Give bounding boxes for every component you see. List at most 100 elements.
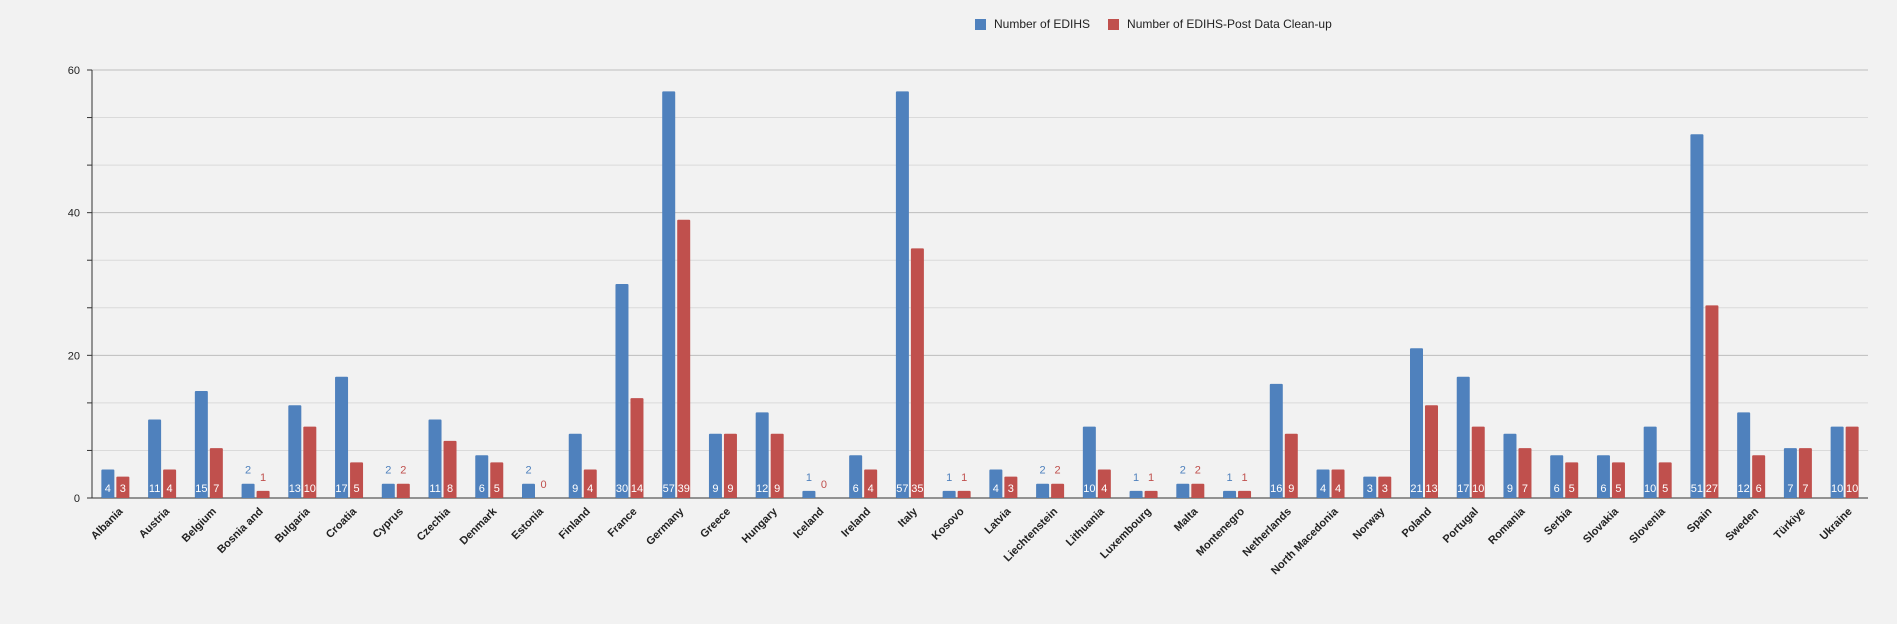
data-label-edihs-clean: 5 <box>1615 483 1621 495</box>
x-tick-label: Albania <box>89 505 126 542</box>
data-label-edihs-clean: 5 <box>1569 483 1575 495</box>
x-tick-label: Malta <box>1172 505 1201 534</box>
x-tick-label: Croatia <box>324 505 360 541</box>
data-label-edihs: 57 <box>663 483 675 495</box>
bar-edihs <box>1316 469 1330 498</box>
bar-edihs-clean <box>1425 405 1438 498</box>
data-label-edihs: 9 <box>572 483 578 495</box>
legend-item-edihs[interactable]: Number of EDIHS <box>975 17 1090 31</box>
bar-edihs-clean <box>1378 476 1392 498</box>
data-label-edihs: 1 <box>806 472 812 484</box>
bar-edihs <box>708 433 722 498</box>
x-tick-label: Greece <box>698 506 733 541</box>
x-tick-label: Romania <box>1486 505 1528 547</box>
x-tick-label: Bosnia and <box>215 506 265 556</box>
data-label-edihs: 4 <box>105 483 111 495</box>
data-label-edihs-clean: 8 <box>447 483 453 495</box>
x-tick-label: France <box>606 506 640 540</box>
data-label-edihs: 57 <box>896 483 908 495</box>
bar-edihs <box>381 483 395 498</box>
data-label-edihs-clean: 5 <box>353 483 359 495</box>
bar-edihs <box>802 490 816 498</box>
x-tick-label: Estonia <box>510 505 547 542</box>
bar-edihs-clean <box>303 426 317 498</box>
legend-label-edihs-clean: Number of EDIHS-Post Data Clean-up <box>1127 17 1332 31</box>
bar-edihs-clean <box>957 490 971 498</box>
bar-edihs-clean <box>1798 448 1812 498</box>
bar-edihs-clean <box>910 248 924 498</box>
data-label-edihs: 16 <box>1270 483 1282 495</box>
data-label-edihs: 17 <box>1457 483 1469 495</box>
y-tick-label: 20 <box>68 350 80 362</box>
bar-edihs-clean <box>116 476 130 498</box>
data-label-edihs: 9 <box>712 483 718 495</box>
y-tick-label: 60 <box>68 65 80 77</box>
data-label-edihs: 4 <box>993 483 999 495</box>
bar-edihs <box>1036 483 1050 498</box>
bar-edihs <box>895 91 909 499</box>
data-label-edihs-clean: 4 <box>1101 483 1107 495</box>
data-label-edihs: 51 <box>1691 483 1703 495</box>
data-label-edihs: 6 <box>1600 483 1606 495</box>
bar-edihs-clean <box>770 433 784 498</box>
data-label-edihs-clean: 14 <box>631 483 643 495</box>
data-label-edihs: 21 <box>1410 483 1422 495</box>
data-label-edihs-clean: 10 <box>1846 483 1858 495</box>
bar-edihs-clean <box>163 469 177 498</box>
data-label-edihs-clean: 7 <box>1802 483 1808 495</box>
legend-label-edihs: Number of EDIHS <box>994 17 1091 31</box>
bar-edihs-clean <box>1611 462 1625 498</box>
x-tick-label: Ireland <box>839 506 873 540</box>
bar-edihs <box>1783 448 1797 498</box>
bar-edihs <box>1363 476 1377 498</box>
data-label-edihs: 10 <box>1831 483 1843 495</box>
bar-edihs-clean <box>1752 455 1766 498</box>
x-tick-label: Spain <box>1685 505 1715 535</box>
bar-edihs-clean <box>209 448 223 498</box>
x-tick-label: Germany <box>644 505 687 548</box>
bar-edihs <box>428 419 442 498</box>
bar-edihs-clean <box>1238 490 1252 498</box>
bar-edihs <box>1690 134 1704 498</box>
data-label-edihs: 3 <box>1367 483 1373 495</box>
data-label-edihs: 10 <box>1083 483 1095 495</box>
data-label-edihs-clean: 27 <box>1706 483 1718 495</box>
legend-item-edihs-clean[interactable]: Number of EDIHS-Post Data Clean-up <box>1108 17 1332 31</box>
x-tick-label: Türkiye <box>1772 506 1808 542</box>
data-label-edihs-clean: 10 <box>1472 483 1484 495</box>
x-tick-label: Lithuania <box>1064 505 1108 549</box>
bar-edihs <box>1643 426 1657 498</box>
bar-edihs <box>1176 483 1190 498</box>
x-tick-label: Slovenia <box>1627 505 1668 546</box>
legend-swatch-edihs-clean <box>1108 18 1120 30</box>
bar-edihs-clean <box>443 440 457 498</box>
data-label-edihs-clean: 7 <box>213 483 219 495</box>
bar-edihs <box>1082 426 1096 498</box>
data-label-edihs: 2 <box>1180 465 1186 477</box>
y-tick-label: 0 <box>74 493 80 505</box>
x-tick-label: Iceland <box>791 506 826 541</box>
y-tick-label: 40 <box>68 208 80 220</box>
bar-edihs <box>1129 490 1143 498</box>
bar-edihs <box>241 483 255 498</box>
data-label-edihs-clean: 5 <box>494 483 500 495</box>
x-tick-label: Denmark <box>458 505 500 547</box>
x-tick-label: Belgium <box>180 505 219 544</box>
data-label-edihs: 4 <box>1320 483 1326 495</box>
data-label-edihs-clean: 5 <box>1662 483 1668 495</box>
data-label-edihs: 6 <box>853 483 859 495</box>
data-label-edihs: 1 <box>1226 472 1232 484</box>
data-label-edihs-clean: 10 <box>304 483 316 495</box>
data-label-edihs-clean: 7 <box>1522 483 1528 495</box>
bar-edihs-clean <box>1658 462 1672 498</box>
data-label-edihs: 12 <box>756 483 768 495</box>
bar-edihs <box>849 455 863 498</box>
data-label-edihs: 6 <box>1554 483 1560 495</box>
bar-edihs <box>148 419 162 498</box>
data-label-edihs: 12 <box>1738 483 1750 495</box>
bar-edihs <box>522 483 535 498</box>
data-label-edihs: 15 <box>195 483 207 495</box>
bar-edihs-clean <box>630 398 644 498</box>
data-label-edihs-clean: 6 <box>1756 483 1762 495</box>
bar-edihs <box>288 405 302 498</box>
